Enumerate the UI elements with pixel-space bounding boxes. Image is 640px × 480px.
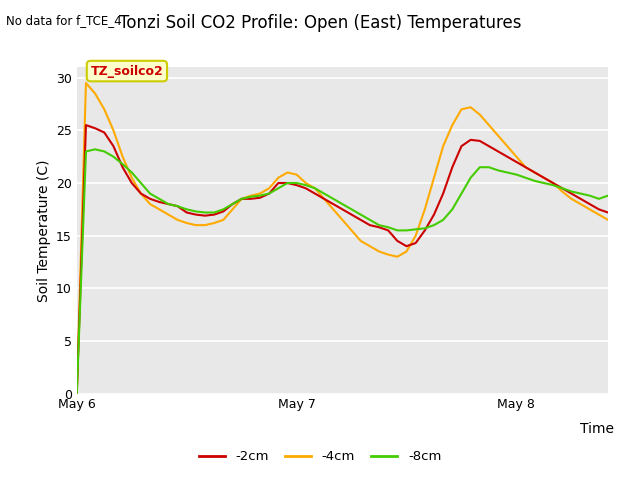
Legend: -2cm, -4cm, -8cm: -2cm, -4cm, -8cm <box>193 445 447 468</box>
Y-axis label: Soil Temperature (C): Soil Temperature (C) <box>36 159 51 301</box>
Text: TZ_soilco2: TZ_soilco2 <box>90 65 163 78</box>
Text: Time: Time <box>580 422 614 436</box>
Text: Tonzi Soil CO2 Profile: Open (East) Temperatures: Tonzi Soil CO2 Profile: Open (East) Temp… <box>119 14 521 33</box>
Text: No data for f_TCE_4: No data for f_TCE_4 <box>6 14 122 27</box>
